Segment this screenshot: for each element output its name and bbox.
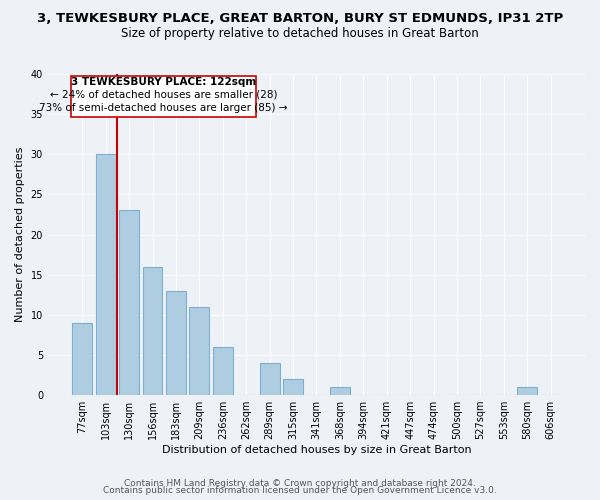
Text: ← 24% of detached houses are smaller (28): ← 24% of detached houses are smaller (28…	[50, 90, 277, 100]
Bar	[213, 347, 233, 395]
Text: Contains public sector information licensed under the Open Government Licence v3: Contains public sector information licen…	[103, 486, 497, 495]
X-axis label: Distribution of detached houses by size in Great Barton: Distribution of detached houses by size …	[161, 445, 471, 455]
Bar	[73, 323, 92, 395]
Bar	[517, 387, 537, 395]
Y-axis label: Number of detached properties: Number of detached properties	[15, 147, 25, 322]
Bar	[166, 290, 186, 395]
Bar	[330, 387, 350, 395]
Bar	[143, 266, 163, 395]
Bar	[96, 154, 116, 395]
Text: 73% of semi-detached houses are larger (85) →: 73% of semi-detached houses are larger (…	[39, 102, 288, 113]
Text: 3 TEWKESBURY PLACE: 122sqm: 3 TEWKESBURY PLACE: 122sqm	[71, 77, 256, 87]
Bar	[283, 379, 303, 395]
Bar	[119, 210, 139, 395]
Text: 3, TEWKESBURY PLACE, GREAT BARTON, BURY ST EDMUNDS, IP31 2TP: 3, TEWKESBURY PLACE, GREAT BARTON, BURY …	[37, 12, 563, 26]
Text: Contains HM Land Registry data © Crown copyright and database right 2024.: Contains HM Land Registry data © Crown c…	[124, 478, 476, 488]
Text: Size of property relative to detached houses in Great Barton: Size of property relative to detached ho…	[121, 28, 479, 40]
Bar	[260, 363, 280, 395]
FancyBboxPatch shape	[71, 76, 256, 118]
Bar	[190, 307, 209, 395]
